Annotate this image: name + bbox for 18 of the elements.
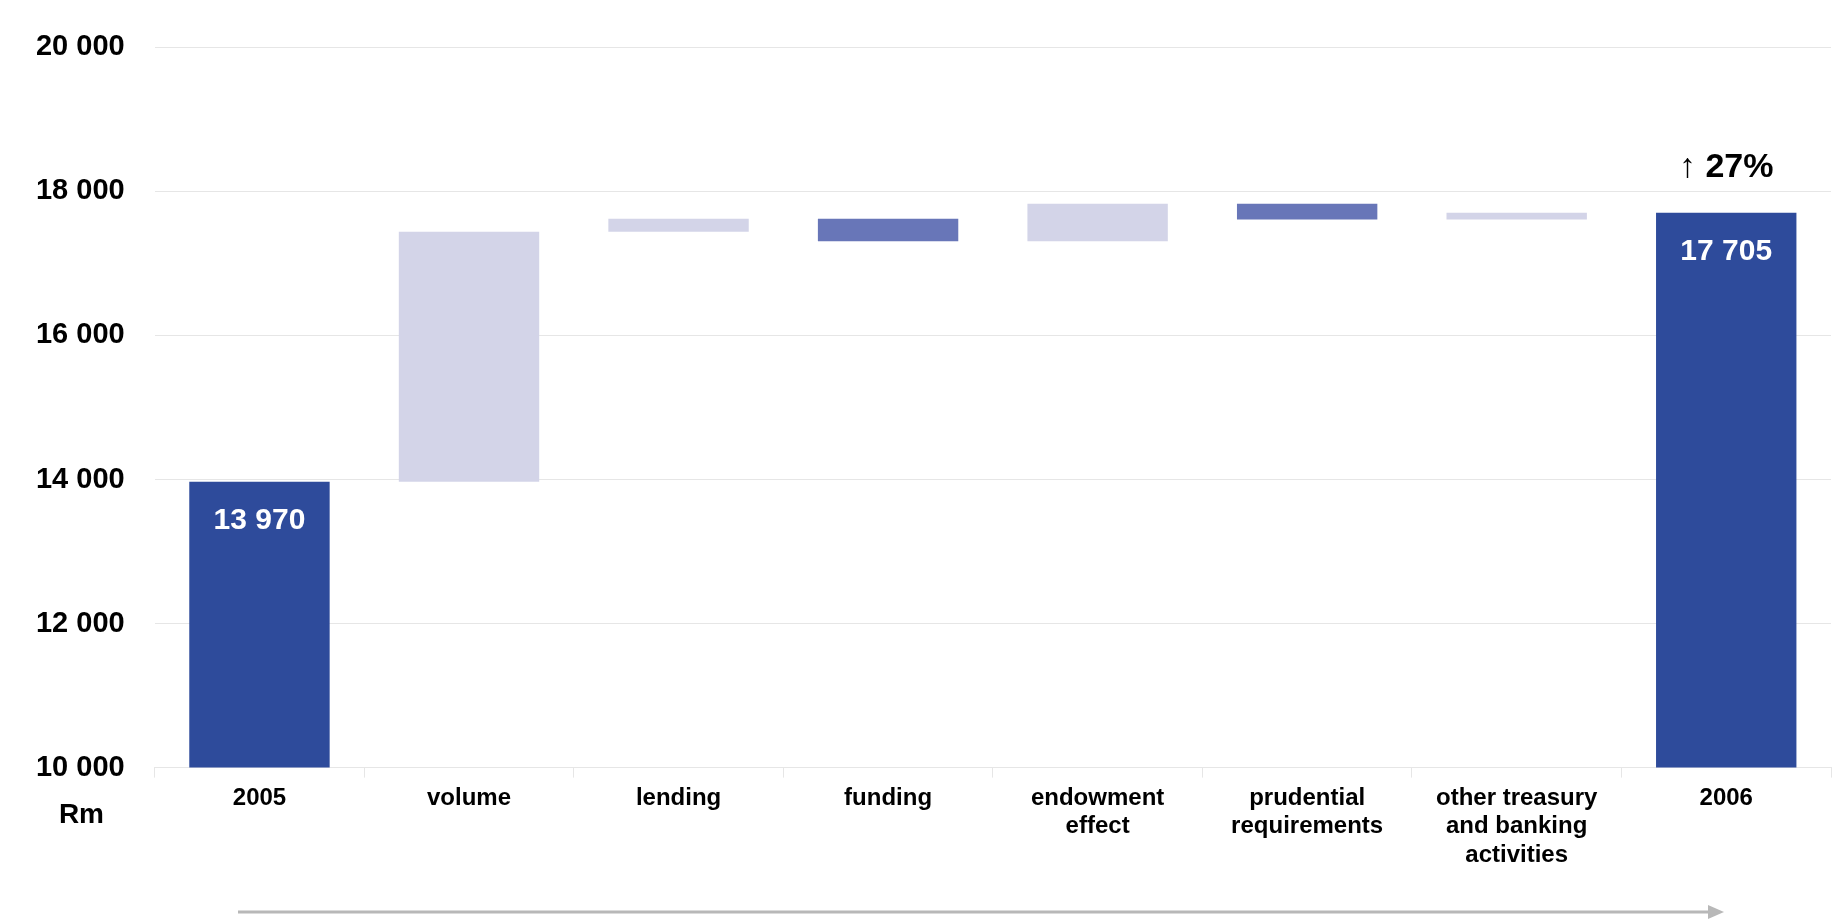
y-tick-label: 20 000 (36, 29, 125, 62)
x-tick-label: other treasury and banking activities (1436, 782, 1599, 868)
x-tick-label: 2005 (232, 782, 287, 810)
x-tick-label: prudential requirements (1231, 782, 1384, 839)
x-tick-label: endowment effect (1030, 782, 1165, 839)
x-tick-label: 2006 (1699, 782, 1753, 810)
annotation: ↑ 27% (1678, 146, 1774, 185)
y-tick-label: 10 000 (36, 749, 125, 782)
y-tick-label: 12 000 (36, 605, 125, 638)
x-tick-label: funding (844, 782, 933, 810)
data-label: 13 970 (213, 501, 306, 535)
y-tick-label: 14 000 (36, 461, 125, 494)
y-tick-label: 16 000 (36, 317, 125, 350)
x-tick-label: lending (635, 782, 722, 810)
x-tick-label: volume (426, 782, 512, 810)
data-label: 17 705 (1680, 232, 1773, 266)
y-axis-title: Rm (58, 798, 104, 830)
y-tick-label: 18 000 (36, 173, 125, 206)
